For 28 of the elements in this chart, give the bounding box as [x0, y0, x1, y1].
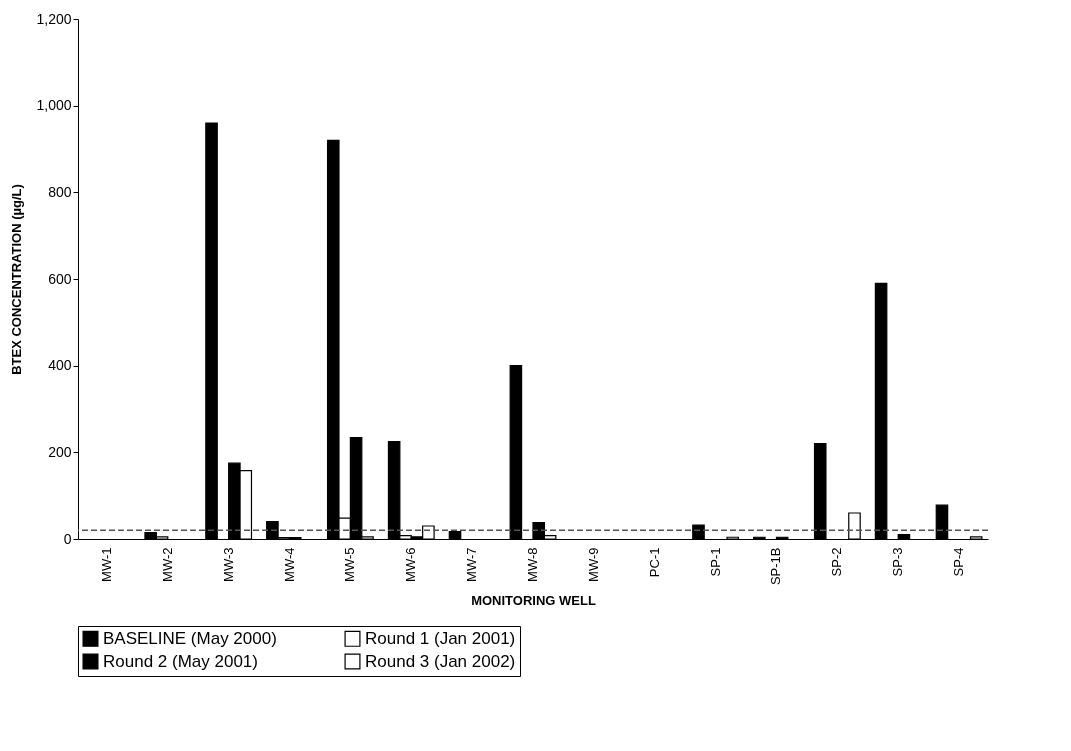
x-tick-label: SP-3 — [890, 547, 906, 577]
x-tick-label: MW-2 — [159, 547, 175, 582]
x-tick-label: MW-4 — [281, 547, 297, 582]
y-axis-title: BTEX CONCENTRATION (µg/L) — [9, 184, 25, 375]
x-tick-label: SP-2 — [829, 547, 845, 577]
x-tick-label: MW-8 — [525, 547, 540, 582]
x-tick-label: SP-1 — [707, 547, 723, 577]
legend-label: Round 1 (Jan 2001) — [365, 628, 516, 648]
x-tick-label: MW-7 — [464, 547, 480, 582]
x-tick-label: MW-5 — [342, 547, 358, 582]
x-tick-label: MW-1 — [98, 547, 114, 582]
y-tick-label: 1,000 — [36, 97, 72, 114]
legend-label: Round 3 (Jan 2002) — [365, 651, 516, 671]
legend-label: BASELINE (May 2000) — [103, 628, 277, 648]
y-tick-label: 800 — [48, 183, 72, 200]
y-tick-label: 200 — [48, 443, 72, 460]
x-tick-label: MW-3 — [220, 547, 236, 582]
x-axis-title: MONITORING WELL — [471, 593, 596, 609]
y-tick-label: 0 — [63, 530, 72, 547]
y-tick-label: 400 — [48, 357, 72, 374]
x-tick-label: SP-1B — [768, 547, 784, 586]
y-tick-label: 600 — [48, 270, 72, 287]
x-tick-label: PC-1 — [646, 547, 662, 578]
y-tick-label: 1,200 — [36, 10, 72, 27]
legend-label: Round 2 (May 2001) — [103, 651, 258, 671]
x-tick-label: MW-9 — [585, 547, 601, 582]
x-tick-label: SP-4 — [951, 547, 967, 577]
x-tick-label: MW-6 — [403, 547, 419, 582]
